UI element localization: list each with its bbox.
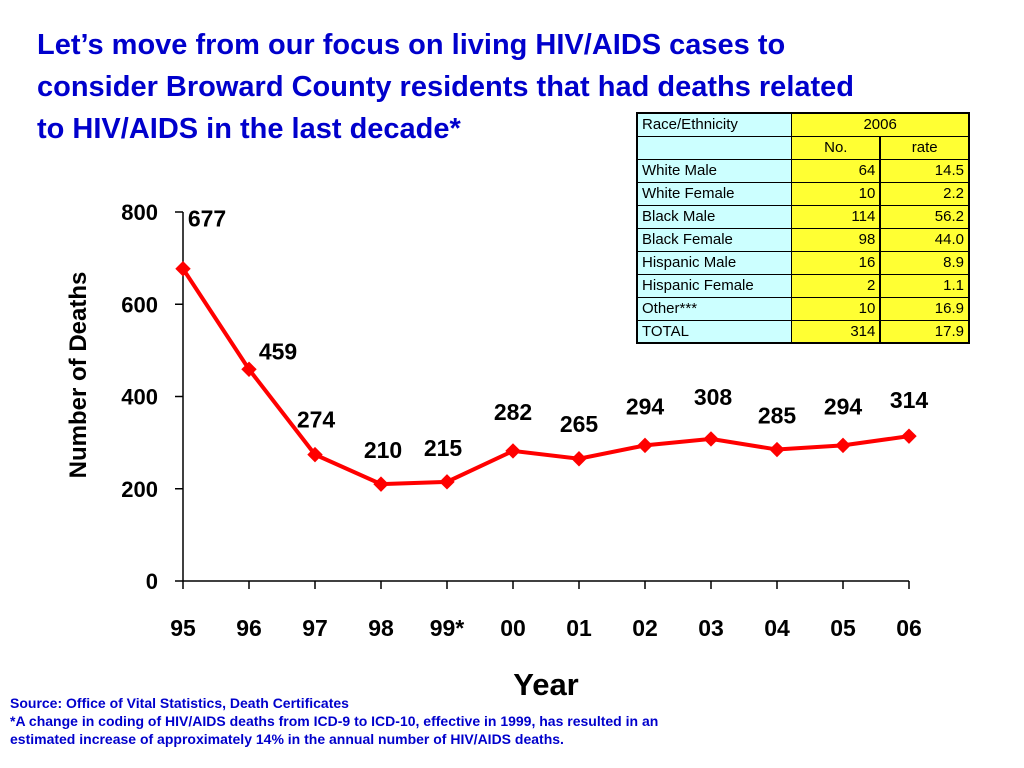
data-label: 282: [494, 399, 532, 425]
table-row: Hispanic Female 2 1.1: [636, 273, 970, 298]
table-row-label: Hispanic Female: [636, 273, 793, 298]
data-label: 294: [626, 393, 665, 419]
table-row-label: White Male: [636, 158, 793, 183]
coding-note-line-1: *A change in coding of HIV/AIDS deaths f…: [10, 713, 659, 729]
table-row: White Male 64 14.5: [636, 158, 970, 183]
x-tick-label: 03: [698, 615, 724, 641]
data-point: [901, 428, 917, 444]
data-point: [505, 443, 521, 459]
table-header-row: Race/Ethnicity 2006: [636, 112, 971, 137]
y-axis-label: Number of Deaths: [65, 272, 92, 479]
table-row-rate: 8.9: [879, 250, 970, 275]
data-label: 314: [890, 387, 929, 413]
table-row-rate: 1.1: [879, 273, 970, 298]
data-point: [373, 476, 389, 492]
table-col-no: No.: [791, 135, 882, 160]
deaths-by-race-table: Race/Ethnicity 2006 No. rate White Male …: [636, 112, 971, 344]
x-tick-label: 99*: [430, 615, 465, 641]
table-row-label: Hispanic Male: [636, 250, 793, 275]
x-tick-label: 00: [500, 615, 526, 641]
table-row-rate: 2.2: [879, 181, 970, 206]
table-row-rate: 14.5: [879, 158, 970, 183]
x-tick-label: 96: [236, 615, 262, 641]
data-label: 285: [758, 403, 797, 429]
data-label: 308: [694, 384, 733, 410]
title-line-2: consider Broward County residents that h…: [37, 71, 854, 103]
slide-title: Let’s move from our focus on living HIV/…: [37, 24, 1012, 150]
table-header-year: 2006: [791, 112, 971, 137]
data-point: [175, 261, 191, 277]
chart-series: 677 459 274 210 215 282 265 294 308 285 294 314: [175, 206, 929, 492]
source-note: Source: Office of Vital Statistics, Deat…: [10, 695, 349, 711]
table-row-rate: 17.9: [879, 319, 970, 344]
x-tick-label: 95: [170, 615, 196, 641]
table-row-label: Black Male: [636, 204, 793, 229]
table-row-label: Black Female: [636, 227, 793, 252]
y-tick-label: 0: [146, 569, 158, 594]
title-line-3: to HIV/AIDS in the last decade*: [37, 113, 461, 145]
series-line: [181, 267, 910, 487]
table-row: White Female 10 2.2: [636, 181, 970, 206]
table-row-no: 64: [791, 158, 882, 183]
table-row-rate: 56.2: [879, 204, 970, 229]
data-label: 677: [188, 206, 226, 232]
table-row-label: TOTAL: [636, 319, 793, 344]
table-row: Black Female 98 44.0: [636, 227, 970, 252]
y-tick-label: 200: [121, 477, 158, 502]
data-point: [835, 437, 851, 454]
coding-note-line-2: estimated increase of approximately 14% …: [10, 731, 564, 747]
x-tick-label: 05: [830, 615, 856, 641]
table-row-no: 10: [791, 296, 882, 321]
data-label: 459: [259, 338, 297, 364]
table-row-no: 114: [791, 204, 882, 229]
y-tick-label: 800: [121, 200, 158, 225]
table-row-label: Other***: [636, 296, 793, 321]
table-subheader-blank: [636, 135, 793, 160]
table-row: Black Male 114 56.2: [636, 204, 970, 229]
data-label: 265: [560, 411, 599, 437]
x-tick-label: 02: [632, 615, 658, 641]
data-point: [637, 437, 653, 454]
x-axis-label: Year: [513, 667, 579, 702]
x-tick-label: 98: [368, 615, 394, 641]
data-label: 274: [297, 407, 336, 433]
table-subheader-row: No. rate: [636, 135, 970, 160]
x-tick-label: 97: [302, 615, 328, 641]
table-row-no: 98: [791, 227, 882, 252]
data-point: [571, 451, 587, 467]
table-row: Other*** 10 16.9: [636, 296, 970, 321]
table-row-label: White Female: [636, 181, 793, 206]
data-label: 215: [424, 435, 463, 461]
data-label: 294: [824, 393, 863, 419]
table-col-rate: rate: [879, 135, 970, 160]
table-row-no: 10: [791, 181, 882, 206]
table-row-rate: 44.0: [879, 227, 970, 252]
y-tick-label: 600: [121, 292, 158, 317]
table-row-no: 2: [791, 273, 882, 298]
data-label: 210: [364, 437, 402, 463]
x-tick-label: 04: [764, 615, 790, 641]
x-tick-label: 06: [896, 615, 922, 641]
table-row-no: 16: [791, 250, 882, 275]
data-point: [439, 474, 455, 490]
data-point: [703, 431, 719, 447]
data-point: [241, 361, 257, 377]
table-row-rate: 16.9: [879, 296, 970, 321]
x-tick-label: 01: [566, 615, 592, 641]
footnotes: Source: Office of Vital Statistics, Deat…: [10, 694, 1010, 748]
table-row-no: 314: [791, 319, 882, 344]
title-line-1: Let’s move from our focus on living HIV/…: [37, 29, 786, 61]
table-row: Hispanic Male 16 8.9: [636, 250, 970, 275]
table-row-total: TOTAL 314 17.9: [636, 319, 970, 344]
data-point: [307, 446, 323, 463]
chart-axes: 0 200 400 600 800 95 96 97 98 99* 00 01 02 03 04 05 06: [121, 200, 922, 641]
data-point: [769, 441, 785, 458]
table-header-label: Race/Ethnicity: [636, 112, 793, 137]
y-tick-label: 400: [121, 385, 158, 410]
